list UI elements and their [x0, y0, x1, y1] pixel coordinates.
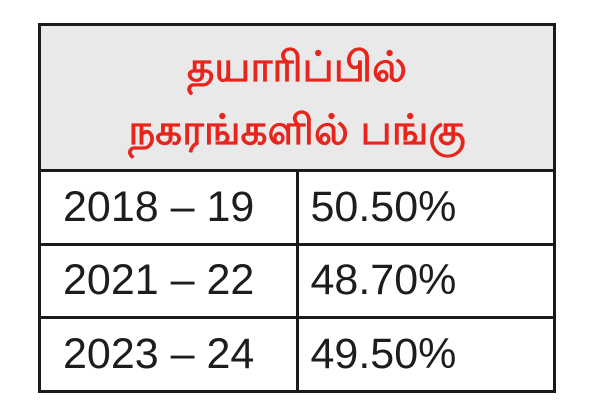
table-title-cell: தயாரிப்பில் நகரங்களில் பங்கு	[38, 23, 556, 172]
table-row: 2023 – 24 49.50%	[38, 316, 556, 393]
value-cell: 48.70%	[295, 242, 556, 320]
share-table: தயாரிப்பில் நகரங்களில் பங்கு 2018 – 19 5…	[38, 23, 556, 393]
table-row: 2018 – 19 50.50%	[38, 169, 556, 246]
period-cell: 2018 – 19	[38, 169, 299, 246]
period-cell: 2023 – 24	[38, 316, 299, 393]
table-row: 2021 – 22 48.70%	[38, 242, 556, 320]
value-cell: 50.50%	[295, 169, 556, 246]
table-header-row: தயாரிப்பில் நகரங்களில் பங்கு	[38, 23, 556, 172]
table-title-line-1: தயாரிப்பில்	[187, 42, 407, 90]
period-cell: 2021 – 22	[38, 242, 299, 320]
table-title-line-2: நகரங்களில் பங்கு	[128, 105, 466, 153]
value-cell: 49.50%	[295, 316, 556, 393]
